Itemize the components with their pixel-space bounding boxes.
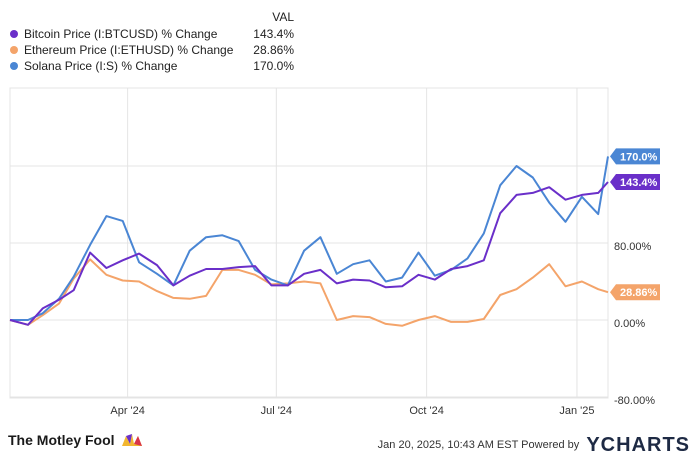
legend-value: 170.0% bbox=[253, 59, 294, 73]
legend-value: 28.86% bbox=[253, 43, 294, 57]
y-tick-label: -80.00% bbox=[614, 395, 655, 407]
logo-text: The Motley Fool bbox=[8, 432, 115, 448]
y-tick-label: 0.00% bbox=[614, 318, 645, 330]
end-label-value: 170.0% bbox=[620, 151, 658, 163]
end-label-flag bbox=[610, 284, 660, 301]
legend-item-ethereum: Ethereum Price (I:ETHUSD) % Change 28.86… bbox=[10, 42, 310, 58]
legend-value-header: VAL bbox=[272, 10, 294, 24]
end-label-flag bbox=[610, 148, 660, 165]
jester-hat-icon bbox=[122, 434, 143, 446]
legend-header: VAL bbox=[10, 10, 310, 26]
series-line bbox=[9, 181, 609, 326]
timestamp: Jan 20, 2025, 10:43 AM EST Powered by bbox=[377, 439, 580, 451]
end-label-flag bbox=[610, 173, 660, 190]
series-line bbox=[10, 156, 609, 321]
legend-value: 143.4% bbox=[253, 27, 294, 41]
end-labels: 170.0% 143.4% 28.86% bbox=[610, 148, 660, 301]
axes: Apr '24 Jul '24 Oct '24 Jan '25 -80.00% 0.00%… bbox=[110, 241, 655, 417]
y-tick-label: 80.00% bbox=[614, 241, 652, 253]
grid bbox=[9, 87, 609, 399]
end-label-value: 28.86% bbox=[620, 287, 658, 299]
legend-name: Bitcoin Price (I:BTCUSD) % Change bbox=[24, 27, 218, 41]
ycharts-logo: YCHARTS bbox=[586, 434, 690, 456]
series-layer bbox=[9, 156, 609, 327]
legend-name: Ethereum Price (I:ETHUSD) % Change bbox=[24, 43, 234, 57]
end-label-value: 143.4% bbox=[620, 177, 658, 189]
x-tick-label: Oct '24 bbox=[409, 405, 444, 417]
legend-item-solana: Solana Price (I:S) % Change 170.0% bbox=[10, 58, 310, 74]
x-tick-label: Apr '24 bbox=[110, 405, 145, 417]
legend-item-bitcoin: Bitcoin Price (I:BTCUSD) % Change 143.4% bbox=[10, 26, 310, 42]
footer-credit: Jan 20, 2025, 10:43 AM EST Powered by YC… bbox=[378, 434, 690, 457]
x-tick-label: Jul '24 bbox=[261, 405, 292, 417]
legend-dot-solana bbox=[10, 62, 18, 70]
x-tick-label: Jan '25 bbox=[559, 405, 594, 417]
line-chart: 170.0% 143.4% 28.86% Apr '24 Jul '24 Oct '24… bbox=[9, 87, 660, 417]
legend: VAL Bitcoin Price (I:BTCUSD) % Change 14… bbox=[10, 10, 310, 74]
legend-dot-ethereum bbox=[10, 46, 18, 54]
legend-dot-bitcoin bbox=[10, 30, 18, 38]
motley-fool-logo: The Motley Fool bbox=[8, 432, 143, 448]
series-line bbox=[9, 258, 609, 327]
legend-name: Solana Price (I:S) % Change bbox=[24, 59, 178, 73]
